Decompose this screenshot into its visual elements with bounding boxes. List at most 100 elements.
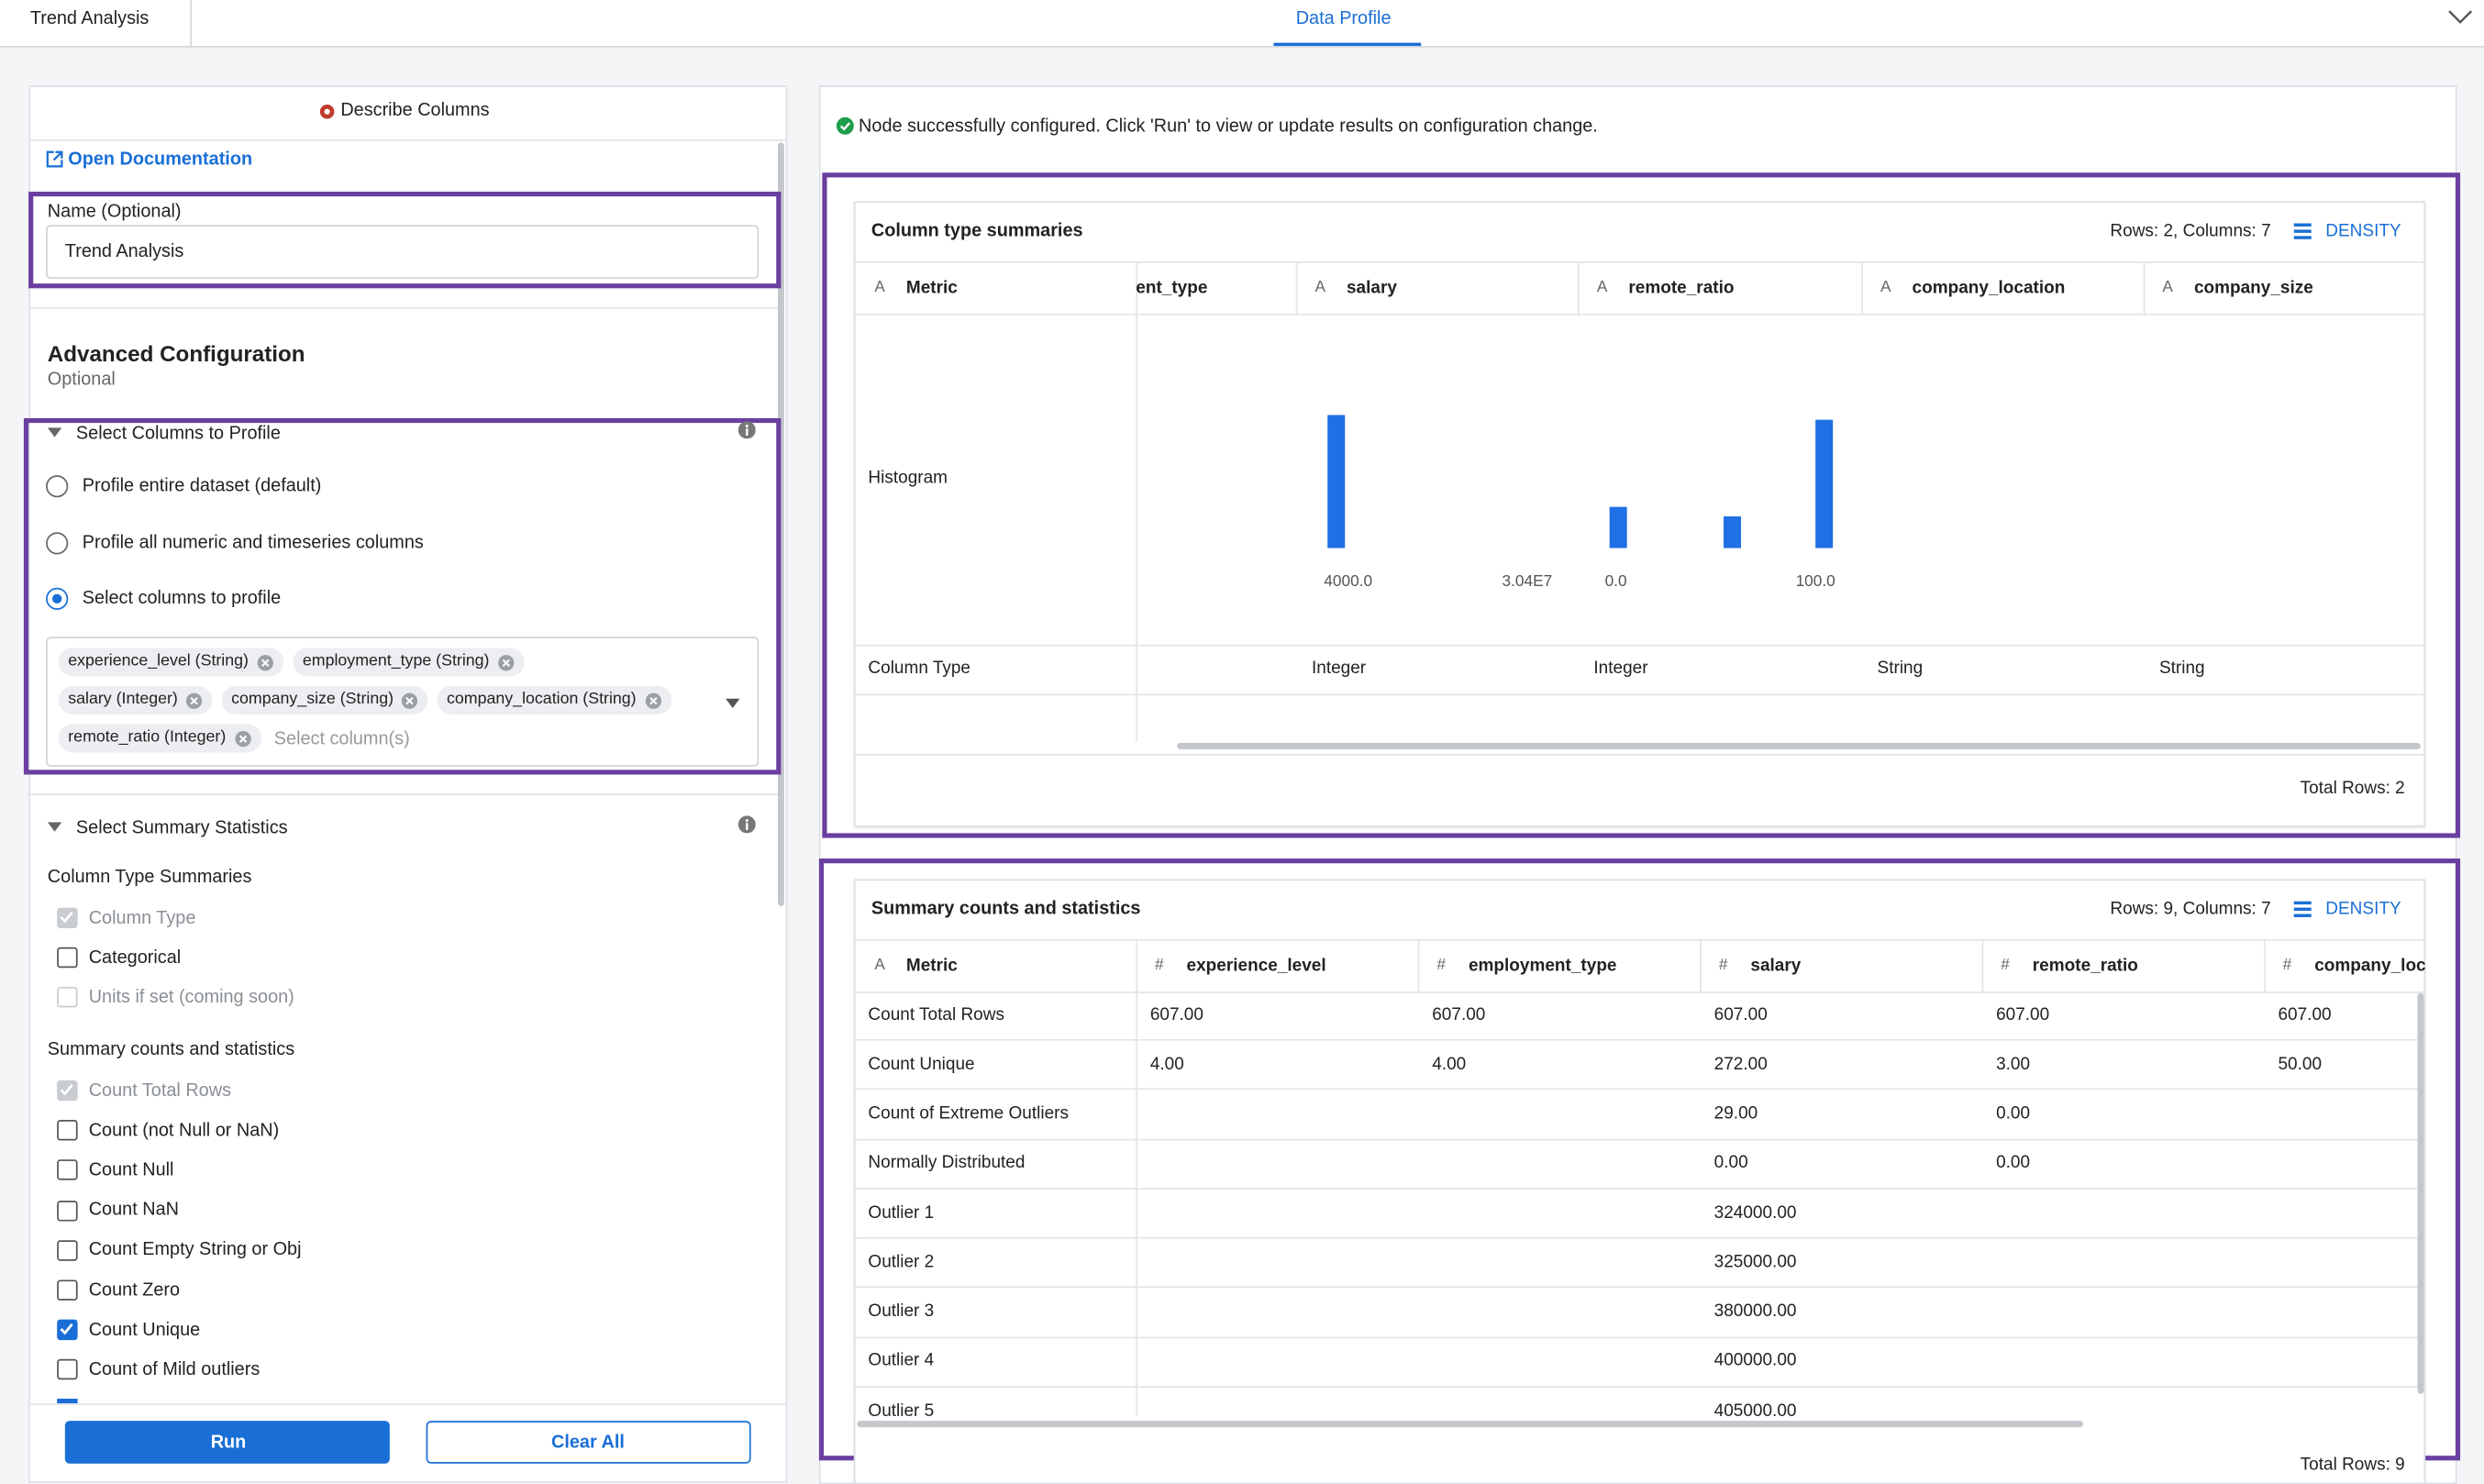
chip-remove[interactable]	[644, 692, 661, 709]
card-title: Summary counts and statistics	[871, 899, 1141, 919]
column-header[interactable]: remote_ratio	[1628, 278, 1735, 298]
v-scrollbar	[2417, 992, 2424, 1394]
chip-remove[interactable]	[185, 692, 203, 709]
checkbox[interactable]	[57, 1359, 78, 1380]
type-icon: #	[1436, 957, 1447, 975]
dropdown-caret[interactable]	[725, 698, 740, 708]
cell: 4.00	[1432, 1054, 1467, 1074]
cell: String	[1877, 659, 1924, 679]
header-row	[855, 260, 2424, 316]
status-message: Node successfully configured. Click 'Run…	[859, 116, 1598, 137]
density-button[interactable]: DENSITY	[2325, 899, 2401, 919]
metric-column-divider	[1136, 988, 1138, 1420]
checkbox[interactable]	[57, 1319, 78, 1341]
caret[interactable]	[47, 822, 62, 832]
chip[interactable]: salary (Integer)	[58, 685, 213, 714]
active-tab[interactable]: Data Profile	[1295, 9, 1392, 29]
column-header[interactable]: Metric	[905, 957, 958, 976]
chip-remove[interactable]	[402, 692, 419, 709]
radio[interactable]	[46, 532, 69, 555]
cell: 0.00	[1996, 1153, 2031, 1173]
column-header[interactable]: remote_ratio	[2032, 957, 2138, 976]
density-icon[interactable]	[2293, 223, 2312, 239]
success-icon	[836, 116, 854, 135]
row-line	[855, 1335, 2420, 1338]
chip[interactable]: employment_type (String)	[293, 648, 525, 677]
chip-label: company_size (String)	[231, 690, 394, 708]
tab-separator	[190, 0, 192, 48]
table-footer: Total Rows: 9	[2300, 1456, 2405, 1475]
column-divider	[1700, 939, 1702, 993]
cell: Integer	[1593, 659, 1648, 679]
column-header[interactable]: company_location	[1912, 278, 2066, 298]
checkbox[interactable]	[57, 1159, 78, 1181]
highlight-box	[28, 191, 782, 289]
table-card	[853, 201, 2426, 827]
column-header[interactable]: salary	[1346, 278, 1397, 298]
density-button[interactable]: DENSITY	[2325, 221, 2401, 241]
cell: 324000.00	[1713, 1202, 1797, 1223]
section-header[interactable]: Select Summary Statistics	[75, 818, 288, 838]
histogram-axis-label: 3.04E7	[1502, 573, 1553, 592]
density-icon	[2293, 907, 2312, 912]
doc-link[interactable]: Open Documentation	[68, 150, 253, 170]
checkbox[interactable]	[57, 1239, 78, 1261]
column-header[interactable]: company_loc	[2314, 957, 2426, 976]
chip-placeholder: Select column(s)	[273, 730, 410, 749]
group-title: Column Type Summaries	[47, 868, 252, 888]
chip[interactable]: company_location (String)	[437, 685, 671, 714]
cell: 4.00	[1149, 1054, 1184, 1074]
h-scrollbar	[857, 1421, 2084, 1428]
info-icon[interactable]	[737, 421, 756, 439]
caret[interactable]	[47, 427, 62, 437]
clear-button[interactable]	[426, 1421, 751, 1464]
section-header[interactable]: Select Columns to Profile	[75, 424, 281, 444]
column-header[interactable]: company_size	[2193, 278, 2313, 298]
checkbox[interactable]	[57, 1279, 78, 1301]
chip-remove[interactable]	[497, 653, 515, 670]
cell: 272.00	[1713, 1054, 1768, 1074]
run-button[interactable]	[64, 1421, 390, 1464]
chip-label: remote_ratio (Integer)	[68, 728, 227, 747]
cell: 607.00	[1149, 1004, 1203, 1024]
collapse-chevron[interactable]	[2447, 9, 2473, 25]
row-info: Rows: 2, Columns: 7	[2110, 221, 2271, 241]
column-header[interactable]: employment_type	[1468, 957, 1617, 976]
info-icon[interactable]	[737, 815, 756, 834]
histogram-bar	[1327, 415, 1346, 548]
density-icon[interactable]	[2293, 901, 2312, 917]
cell: 3.00	[1996, 1054, 2031, 1074]
name-input[interactable]	[46, 225, 760, 279]
tab[interactable]: Trend Analysis	[29, 9, 150, 29]
chip[interactable]: experience_level (String)	[58, 648, 283, 677]
check	[60, 1084, 73, 1096]
chip-remove[interactable]	[234, 729, 251, 747]
footer-line	[855, 754, 2424, 756]
check	[60, 1323, 73, 1335]
cell: Outlier 1	[868, 1202, 935, 1223]
section-subtitle: Optional	[47, 371, 116, 390]
column-header[interactable]: experience_level	[1186, 957, 1326, 976]
chip[interactable]: remote_ratio (Integer)	[58, 724, 261, 753]
cell: Count Total Rows	[868, 1004, 1004, 1024]
column-header[interactable]: Metric	[905, 278, 958, 298]
checkbox-label: Count Empty String or Obj	[88, 1240, 302, 1260]
row-line	[855, 1038, 2420, 1041]
checkbox[interactable]	[57, 947, 78, 969]
column-header[interactable]: salary	[1750, 957, 1802, 976]
checkbox[interactable]	[57, 1200, 78, 1221]
histogram-axis-label: 0.0	[1604, 573, 1627, 592]
table-footer: Total Rows: 2	[2300, 779, 2405, 799]
chip-remove[interactable]	[257, 653, 274, 670]
cell: 29.00	[1713, 1103, 1758, 1124]
chip[interactable]: company_size (String)	[221, 685, 429, 714]
row-label: Histogram	[868, 469, 948, 488]
column-header[interactable]: ent_type	[1136, 278, 1208, 298]
radio-label: Select columns to profile	[82, 589, 282, 609]
scrollbar	[777, 142, 784, 906]
radio[interactable]	[46, 475, 69, 498]
column-divider	[1136, 939, 1138, 993]
checkbox[interactable]	[57, 1120, 78, 1141]
partial-checkbox	[57, 1398, 78, 1404]
